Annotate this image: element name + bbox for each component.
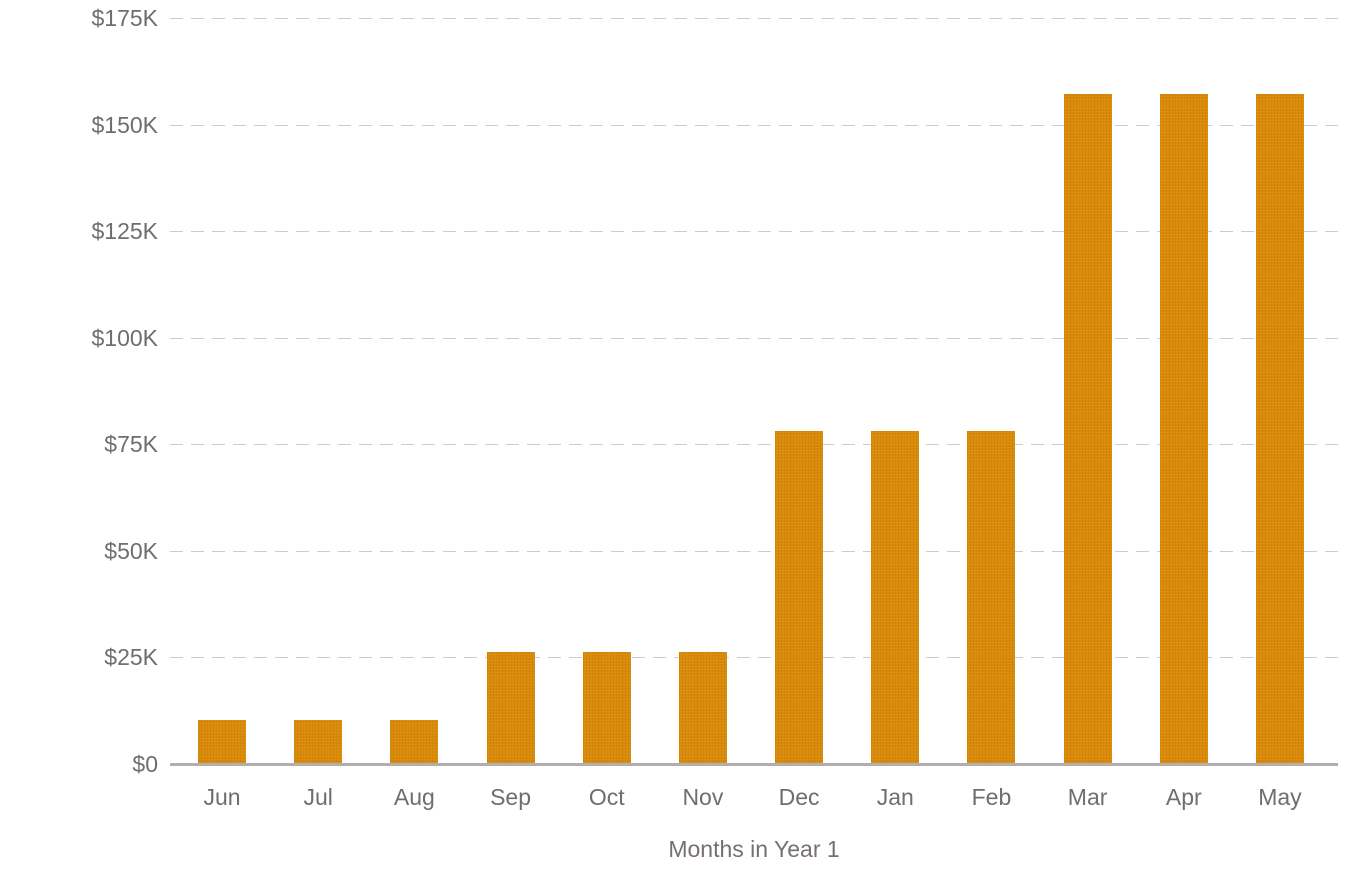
x-tick-label: Nov: [682, 784, 724, 810]
gridline: [170, 444, 1338, 446]
y-tick-label: $75K: [104, 431, 158, 458]
x-tick-label: Feb: [971, 784, 1012, 810]
bar-jul: [294, 720, 343, 763]
bar-apr: [1159, 93, 1208, 763]
plot-area: [170, 18, 1338, 766]
y-tick-label: $150K: [91, 111, 158, 138]
bar-dec: [775, 430, 824, 763]
y-tick-label: $100K: [91, 324, 158, 351]
x-tick-label: Dec: [778, 784, 820, 810]
x-tick-label: Apr: [1165, 784, 1202, 810]
x-tick-label: May: [1258, 784, 1302, 810]
x-tick-label: Jan: [876, 784, 914, 810]
gridline: [170, 550, 1338, 552]
gridline: [170, 657, 1338, 659]
bar-aug: [390, 720, 439, 763]
gridline: [170, 231, 1338, 233]
bar-sep: [486, 652, 535, 763]
x-tick-label: Mar: [1067, 784, 1108, 810]
x-tick-label: Sep: [490, 784, 531, 810]
x-tick-label: Jun: [203, 784, 241, 810]
gridline: [170, 124, 1338, 126]
y-tick-label: $25K: [104, 644, 158, 671]
bar-may: [1255, 93, 1304, 763]
bar-oct: [582, 652, 631, 763]
bar-jun: [198, 720, 246, 763]
gridline: [170, 337, 1338, 339]
x-tick-label: Oct: [588, 784, 625, 810]
bar-mar: [1063, 93, 1112, 763]
x-axis-line: [170, 763, 1338, 766]
gridline: [170, 18, 1338, 19]
y-tick-label: $0: [132, 751, 158, 777]
y-tick-label: $175K: [91, 5, 158, 31]
bar-nov: [678, 652, 727, 763]
bar-jan: [871, 430, 920, 763]
y-tick-label: $50K: [104, 537, 158, 564]
x-axis-title: Months in Year 1: [668, 836, 840, 862]
x-tick-label: Jul: [303, 784, 333, 810]
x-tick-label: Aug: [393, 784, 435, 810]
y-tick-label: $125K: [91, 218, 158, 245]
bar-feb: [967, 430, 1016, 763]
